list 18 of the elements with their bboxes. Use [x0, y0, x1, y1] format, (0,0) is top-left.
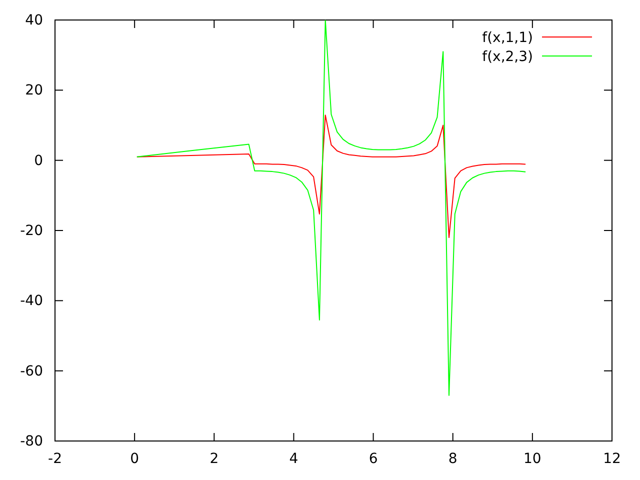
x-tick-label: 12 [603, 450, 621, 467]
y-tick-label: -20 [20, 222, 43, 239]
x-tick-label: 8 [448, 450, 458, 467]
y-tick-label: 0 [34, 152, 43, 169]
x-tick-label: 4 [289, 450, 298, 467]
x-tick-label: 10 [524, 450, 542, 467]
y-tick-label: -80 [20, 433, 43, 450]
x-tick-label: -2 [48, 450, 62, 467]
legend-label: f(x,2,3) [482, 49, 533, 65]
line-series [136, 114, 526, 238]
x-tick-label: 0 [130, 450, 140, 467]
y-tick-label: -60 [20, 363, 43, 380]
legend-label: f(x,1,1) [482, 30, 533, 46]
x-tick-label: 6 [368, 450, 378, 467]
x-tick-label: 2 [210, 450, 219, 467]
y-tick-label: 20 [25, 82, 43, 99]
y-tick-label: -40 [20, 293, 43, 310]
y-tick-label: 40 [25, 12, 43, 28]
